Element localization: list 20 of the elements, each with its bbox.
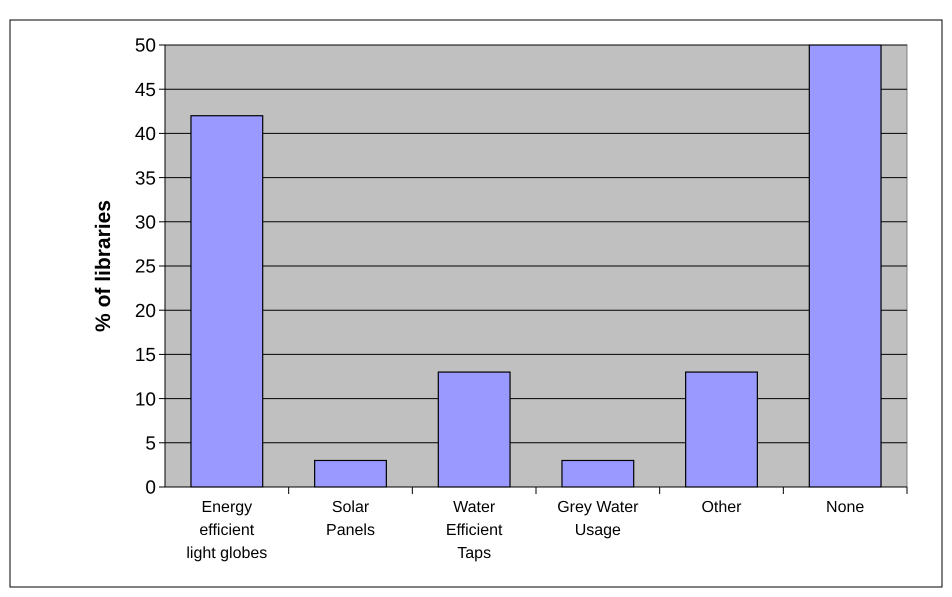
y-tick-label: 5 (145, 433, 156, 454)
y-tick-label: 10 (134, 389, 156, 410)
x-tick-label: Grey Water Usage (557, 499, 640, 539)
y-tick-label: 15 (134, 345, 156, 366)
y-tick-label: 20 (134, 300, 156, 322)
x-tick-label: None (826, 499, 864, 516)
y-tick-label: 35 (134, 168, 156, 190)
y-tick-label: 45 (134, 80, 156, 101)
y-tick-label: 30 (134, 212, 156, 234)
y-tick-label: 50 (134, 36, 156, 57)
x-tick-label: Solar Panels (326, 499, 375, 539)
x-tick-label: Other (701, 499, 742, 516)
bar (561, 460, 634, 488)
y-axis-title: % of libraries (92, 200, 115, 332)
y-tick-label: 40 (134, 124, 156, 146)
y-tick-label: 0 (145, 478, 156, 499)
x-tick-label: Water Efficient Taps (446, 499, 504, 562)
bar (314, 460, 387, 488)
y-tick-label: 25 (134, 256, 156, 278)
x-tick-label: Energy efficient light globes (186, 499, 268, 562)
